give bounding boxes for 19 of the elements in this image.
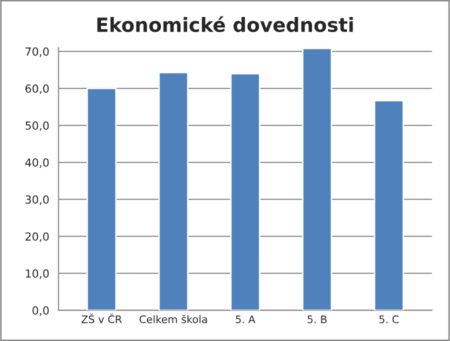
chart-title: Ekonomické dovednosti — [97, 16, 353, 32]
bar — [374, 100, 404, 310]
bar — [86, 88, 117, 310]
x-tick-label: 5. B — [308, 315, 327, 324]
x-tick-label: 5. A — [236, 315, 256, 324]
bar — [230, 72, 260, 310]
bar — [158, 72, 188, 310]
y-tick-label: 70,0 — [26, 47, 49, 57]
x-tick-label: Celkem škola — [140, 314, 207, 324]
y-tick-label: 30,0 — [26, 195, 49, 205]
y-tick-label: 20,0 — [26, 232, 49, 242]
x-tick-label: 5. C — [379, 315, 399, 324]
y-tick-label: 60,0 — [26, 84, 49, 94]
y-tick-label: 0,0 — [32, 306, 49, 316]
bar — [302, 48, 332, 310]
y-tick-label: 10,0 — [26, 269, 49, 279]
x-tick-label: ZŠ v ČR — [82, 313, 122, 324]
y-tick-label: 40,0 — [25, 158, 49, 168]
y-tick-label: 50,0 — [26, 121, 49, 131]
